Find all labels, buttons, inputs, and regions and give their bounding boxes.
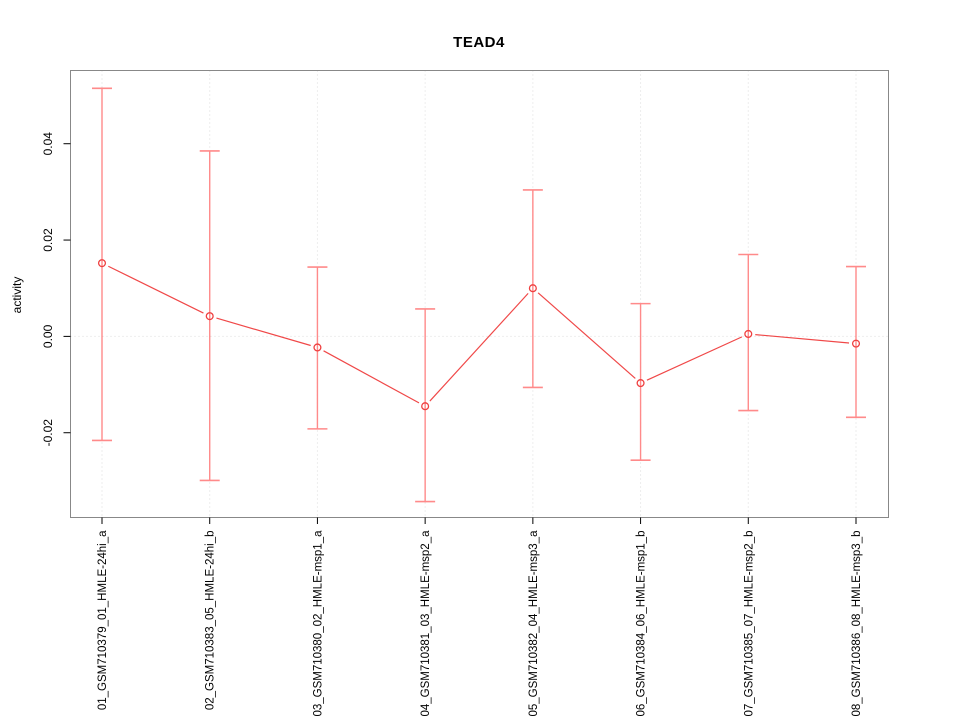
data-point: [528, 284, 537, 293]
error-bar: [522, 189, 543, 389]
data-point: [421, 402, 430, 411]
series-line-segment: [646, 336, 743, 381]
x-category-label: 02_GSM710383_05_HMLE-24hi_b: [205, 531, 217, 711]
data-point: [851, 339, 861, 348]
error-bar: [630, 302, 651, 461]
x-category-label: 08_GSM710386_08_HMLE-msp3_b: [851, 531, 863, 717]
y-tick-label: -0.02: [41, 419, 55, 447]
error-bar: [92, 87, 112, 442]
y-tick-label: 0.00: [41, 324, 55, 348]
x-category-label: 07_GSM710385_07_HMLE-msp2_b: [743, 531, 755, 717]
data-point: [97, 259, 107, 268]
x-category-label: 06_GSM710384_06_HMLE-msp1_b: [636, 531, 648, 717]
error-bar: [199, 150, 220, 482]
y-tick-label: 0.04: [41, 132, 55, 156]
series-line-segment: [108, 265, 204, 314]
x-category-label: 05_GSM710382_04_HMLE-msp3_a: [528, 530, 540, 717]
y-tick-label: 0.02: [41, 228, 55, 252]
data-point: [636, 379, 645, 388]
chart-title: TEAD4: [453, 34, 505, 51]
series-line-segment: [429, 292, 529, 402]
error-bar: [846, 265, 866, 419]
series-line-segment: [216, 317, 311, 347]
series-line-segment: [323, 350, 420, 404]
series-line-segment: [755, 334, 850, 344]
plot-border: [70, 70, 889, 518]
error-bar: [415, 308, 436, 503]
x-category-label: 03_GSM710380_02_HMLE-msp1_a: [312, 530, 324, 717]
data-point: [744, 329, 753, 339]
error-bar: [738, 253, 759, 412]
data-point: [205, 312, 214, 321]
x-category-label: 04_GSM710381_03_HMLE-msp2_a: [420, 530, 432, 717]
error-bar: [307, 266, 328, 430]
data-point: [313, 343, 322, 352]
series-line-segment: [537, 292, 636, 379]
x-category-label: 01_GSM710379_01_HMLE-24hi_a: [97, 530, 109, 710]
